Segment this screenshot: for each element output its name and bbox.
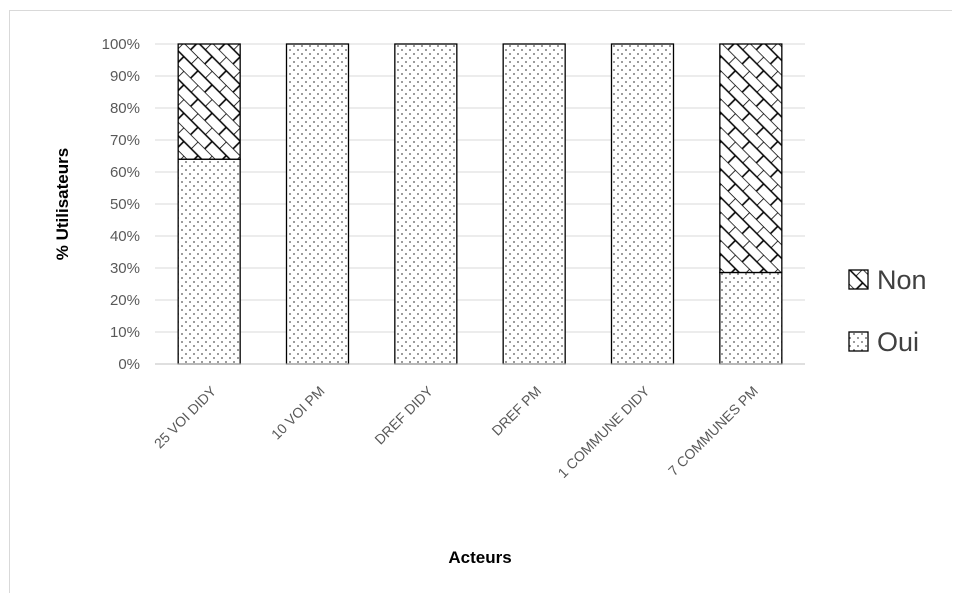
bar-oui [610, 43, 675, 365]
x-axis-title: Acteurs [448, 548, 511, 567]
legend-label-oui: Oui [877, 327, 919, 357]
legend-item-oui: Oui [848, 327, 919, 357]
y-tick-label: 80% [110, 100, 140, 117]
y-tick-label: 70% [110, 132, 140, 149]
bar-oui [502, 43, 566, 365]
legend-swatch-oui [848, 331, 869, 352]
y-tick-label: 20% [110, 292, 140, 309]
y-tick-label: 0% [118, 356, 140, 373]
x-tick-label: DREF DIDY [371, 382, 436, 447]
bar-non [177, 43, 241, 160]
x-tick-label: DREF PM [488, 383, 544, 439]
legend-label-non: Non [877, 265, 927, 295]
y-tick-label: 40% [110, 228, 140, 245]
bar-oui [285, 43, 350, 365]
y-tick-label: 90% [110, 68, 140, 85]
y-tick-label: 100% [102, 36, 140, 53]
y-tick-label: 60% [110, 164, 140, 181]
legend: Non Oui [848, 265, 927, 357]
legend-swatch-non [848, 269, 869, 290]
y-axis-title: % Utilisateurs [53, 148, 72, 260]
x-tick-label: 7 COMMUNES PM [665, 383, 761, 479]
y-axis-tick-labels: 0% 10% 20% 30% 40% 50% 60% 70% 80% 90% 100% [102, 36, 140, 373]
y-tick-label: 50% [110, 196, 140, 213]
gridlines [155, 43, 805, 365]
chart-frame [9, 10, 952, 593]
y-tick-label: 30% [110, 260, 140, 277]
x-axis-tick-labels: 25 VOI DIDY 10 VOI PM DREF DIDY DREF PM 1 CO… [151, 382, 761, 481]
bar-non [719, 43, 783, 274]
bar-oui [177, 158, 241, 365]
bar-oui [394, 43, 458, 365]
x-tick-label: 25 VOI DIDY [151, 382, 220, 451]
legend-item-non: Non [848, 265, 927, 295]
bar-oui [719, 271, 783, 365]
x-tick-label: 1 COMMUNE DIDY [554, 382, 653, 481]
bars [177, 43, 783, 365]
x-tick-label: 10 VOI PM [268, 383, 328, 443]
y-tick-label: 10% [110, 324, 140, 341]
